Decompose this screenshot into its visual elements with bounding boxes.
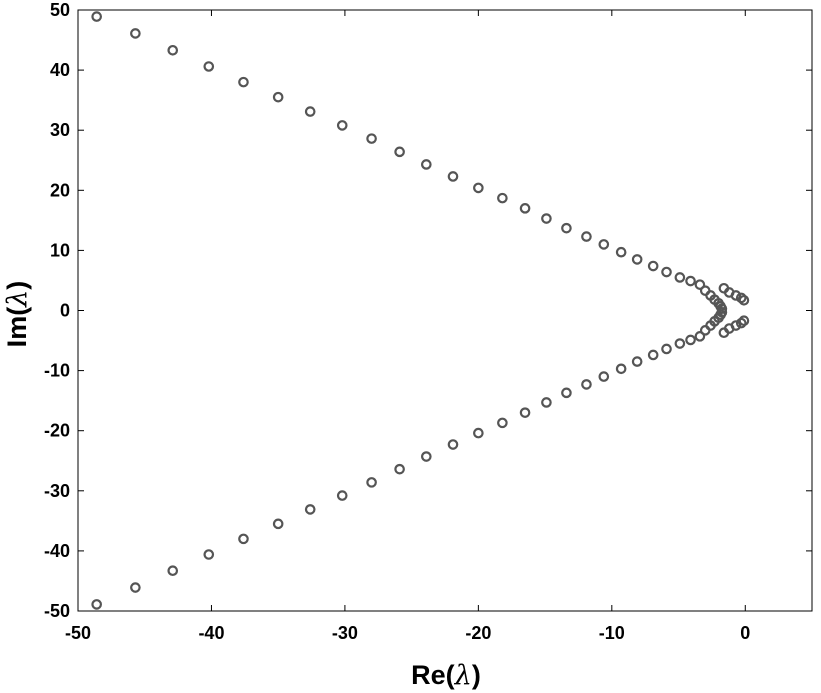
data-point — [304, 106, 316, 117]
data-point — [394, 463, 405, 475]
data-point — [581, 231, 592, 242]
data-point — [647, 260, 659, 272]
plot-frame — [77, 9, 813, 612]
data-point — [647, 349, 659, 361]
y-tick-label: -40 — [44, 541, 70, 561]
data-point — [581, 379, 592, 390]
x-tick-label: 0 — [740, 623, 750, 643]
data-point — [694, 279, 706, 290]
data-point — [394, 146, 405, 158]
data-point — [366, 477, 377, 488]
data-point — [661, 343, 672, 355]
data-point — [336, 490, 348, 501]
data-point — [661, 266, 672, 278]
data-point — [447, 439, 459, 450]
y-tick-label: 50 — [50, 0, 70, 20]
y-tick-label: -30 — [44, 481, 70, 501]
data-point — [738, 294, 750, 306]
data-point — [238, 76, 249, 88]
data-point — [519, 203, 531, 214]
data-point — [447, 171, 459, 182]
y-axis: 50 40 30 20 10 0 -10 -20 -30 -40 -50 — [44, 0, 812, 621]
data-point — [685, 334, 696, 346]
x-tick-label: -30 — [332, 623, 358, 643]
data-point — [615, 363, 627, 375]
y-tick-label: 10 — [50, 240, 70, 260]
data-markers — [91, 11, 750, 610]
data-point — [203, 61, 215, 72]
data-point — [541, 213, 552, 224]
data-point — [497, 417, 508, 429]
data-point — [685, 275, 696, 287]
data-point — [497, 192, 508, 204]
plot-area — [77, 9, 813, 612]
data-point — [694, 331, 706, 342]
data-point — [598, 239, 610, 250]
data-point — [699, 325, 711, 336]
data-point — [519, 407, 531, 418]
data-point — [473, 182, 484, 194]
data-point — [541, 397, 552, 408]
x-tick-label: -10 — [599, 623, 625, 643]
y-tick-label: 40 — [50, 60, 70, 80]
y-tick-label: 20 — [50, 180, 70, 200]
data-point — [561, 387, 572, 399]
data-point — [730, 320, 742, 331]
y-axis-label: Im(λ) — [2, 281, 33, 348]
x-axis: -50 -40 -30 -20 -10 0 — [65, 10, 750, 643]
data-point — [631, 254, 643, 265]
data-point — [615, 246, 627, 258]
y-tick-label: -10 — [44, 361, 70, 381]
data-point — [421, 451, 432, 462]
data-point — [738, 315, 750, 327]
data-point — [716, 303, 728, 314]
data-point — [598, 371, 610, 382]
data-point — [272, 91, 284, 103]
data-point — [167, 44, 179, 56]
x-tick-label: -20 — [465, 623, 491, 643]
data-point — [130, 582, 141, 593]
x-tick-label: -40 — [198, 623, 224, 643]
y-tick-label: -20 — [44, 421, 70, 441]
data-point — [91, 11, 102, 22]
data-point — [699, 285, 711, 296]
data-point — [561, 222, 572, 234]
data-point — [716, 307, 728, 318]
y-tick-label: 0 — [60, 301, 70, 321]
data-point — [91, 599, 102, 610]
data-point — [730, 290, 742, 301]
x-axis-label: Re(λ) — [411, 660, 481, 691]
data-point — [421, 159, 432, 170]
data-point — [735, 292, 747, 304]
data-point — [735, 317, 747, 329]
x-tick-label: -50 — [65, 623, 91, 643]
data-point — [366, 133, 377, 144]
data-point — [272, 518, 284, 530]
data-point — [130, 28, 141, 39]
data-point — [304, 504, 316, 515]
data-point — [336, 120, 348, 131]
data-point — [238, 533, 249, 545]
data-point — [167, 565, 179, 577]
data-point — [203, 549, 215, 560]
data-point — [631, 356, 643, 367]
data-point — [674, 272, 686, 283]
y-tick-label: 30 — [50, 120, 70, 140]
data-point — [674, 338, 686, 349]
data-point — [473, 427, 484, 439]
y-tick-label: -50 — [44, 601, 70, 621]
